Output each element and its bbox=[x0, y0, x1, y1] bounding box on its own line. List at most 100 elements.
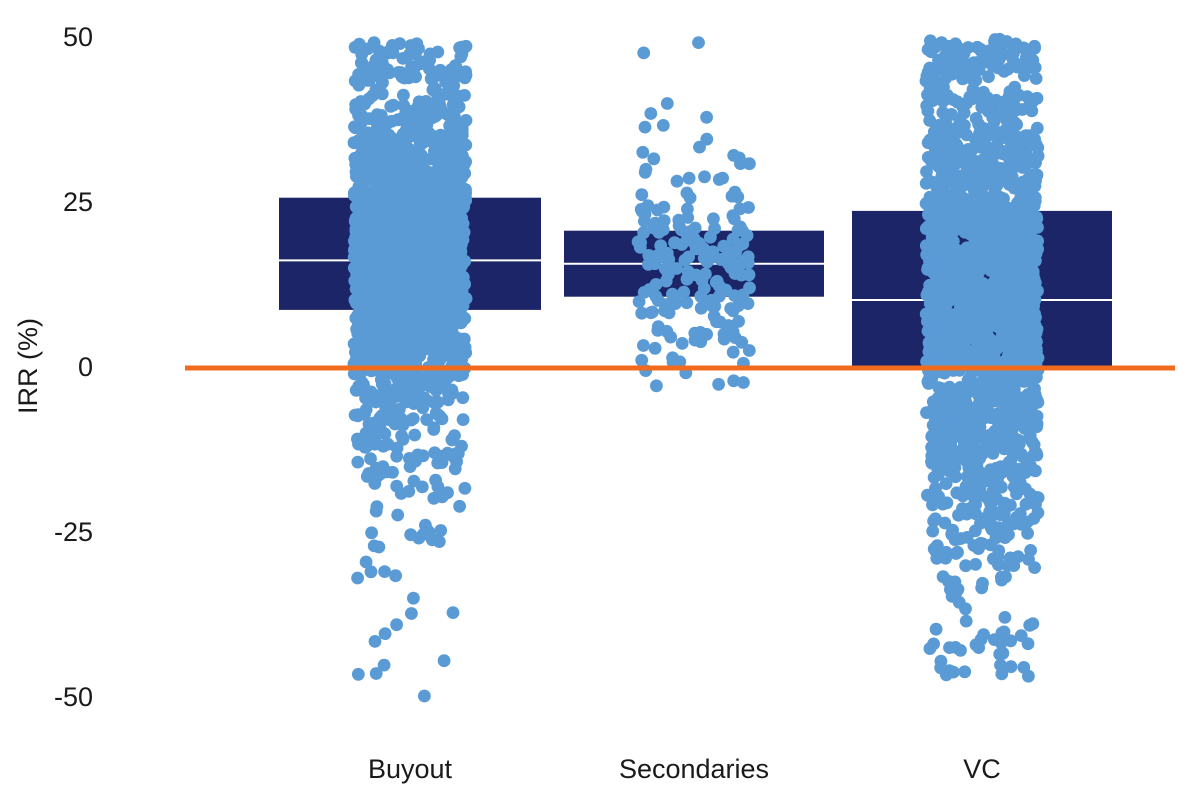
point-vc bbox=[969, 558, 982, 571]
point-buyout bbox=[366, 193, 380, 206]
point-secondaries bbox=[726, 232, 740, 246]
point-secondaries bbox=[660, 97, 674, 110]
point-buyout bbox=[384, 215, 397, 229]
point-vc bbox=[1001, 518, 1014, 532]
point-buyout bbox=[456, 413, 470, 426]
point-buyout bbox=[365, 526, 378, 540]
point-buyout bbox=[379, 304, 393, 318]
point-vc bbox=[923, 254, 936, 268]
point-vc bbox=[972, 243, 986, 257]
point-vc bbox=[935, 60, 949, 74]
point-buyout bbox=[416, 449, 430, 463]
point-vc bbox=[919, 177, 933, 190]
point-buyout bbox=[453, 273, 467, 286]
point-buyout bbox=[456, 228, 469, 242]
point-buyout bbox=[415, 480, 429, 494]
point-buyout bbox=[419, 230, 432, 244]
point-buyout bbox=[455, 439, 468, 453]
point-vc bbox=[941, 261, 954, 275]
point-vc bbox=[995, 570, 1008, 584]
point-vc bbox=[1002, 463, 1015, 476]
point-vc bbox=[1026, 398, 1040, 412]
point-secondaries bbox=[670, 174, 684, 188]
point-vc bbox=[974, 516, 987, 530]
point-vc bbox=[1004, 335, 1018, 349]
point-vc bbox=[943, 465, 957, 478]
point-vc bbox=[939, 545, 953, 559]
point-buyout bbox=[444, 261, 457, 275]
point-vc bbox=[926, 154, 940, 168]
point-vc bbox=[1008, 472, 1022, 486]
point-secondaries bbox=[636, 145, 650, 159]
point-buyout bbox=[446, 105, 460, 119]
point-buyout bbox=[459, 186, 472, 200]
point-buyout bbox=[347, 261, 361, 275]
point-vc bbox=[1004, 324, 1018, 338]
point-vc bbox=[922, 345, 936, 358]
point-vc bbox=[922, 377, 935, 390]
point-vc bbox=[961, 380, 975, 394]
point-vc bbox=[1027, 299, 1040, 313]
point-vc bbox=[923, 242, 937, 256]
point-buyout bbox=[444, 186, 458, 200]
point-secondaries bbox=[710, 274, 724, 288]
point-secondaries bbox=[654, 239, 668, 253]
point-vc bbox=[930, 552, 944, 565]
point-secondaries bbox=[680, 272, 694, 286]
point-buyout bbox=[431, 480, 445, 494]
point-vc bbox=[1004, 498, 1017, 512]
point-buyout bbox=[453, 294, 467, 308]
point-buyout bbox=[368, 291, 381, 304]
point-vc bbox=[979, 432, 992, 446]
point-vc bbox=[1027, 410, 1041, 424]
point-buyout bbox=[404, 413, 418, 427]
point-secondaries bbox=[680, 296, 694, 310]
points-layer bbox=[347, 32, 1045, 703]
point-vc bbox=[969, 507, 982, 521]
point-vc bbox=[930, 273, 944, 287]
point-vc bbox=[958, 665, 972, 679]
point-vc bbox=[978, 312, 992, 325]
point-buyout bbox=[404, 39, 418, 52]
point-secondaries bbox=[670, 262, 683, 275]
point-secondaries bbox=[722, 319, 735, 332]
point-buyout bbox=[440, 220, 454, 234]
point-buyout bbox=[359, 555, 373, 569]
point-vc bbox=[964, 370, 977, 384]
point-vc bbox=[934, 654, 948, 668]
point-buyout bbox=[395, 429, 408, 443]
point-buyout bbox=[420, 413, 434, 426]
point-buyout bbox=[364, 242, 378, 256]
point-secondaries bbox=[669, 297, 682, 310]
point-buyout bbox=[369, 504, 383, 518]
point-buyout bbox=[360, 305, 373, 319]
point-secondaries bbox=[632, 295, 646, 309]
point-vc bbox=[1017, 69, 1031, 82]
point-vc bbox=[966, 83, 980, 96]
point-vc bbox=[988, 438, 1002, 452]
point-vc bbox=[990, 372, 1004, 386]
point-buyout bbox=[378, 627, 392, 641]
point-buyout bbox=[394, 222, 408, 236]
point-buyout bbox=[364, 565, 378, 579]
point-secondaries bbox=[638, 120, 652, 134]
point-vc bbox=[926, 406, 940, 420]
point-buyout bbox=[389, 569, 402, 583]
point-buyout bbox=[351, 455, 365, 469]
point-vc bbox=[1014, 629, 1028, 642]
point-buyout bbox=[351, 667, 365, 681]
point-secondaries bbox=[647, 152, 661, 166]
point-buyout bbox=[388, 141, 402, 155]
point-secondaries bbox=[675, 223, 688, 237]
point-buyout bbox=[369, 667, 383, 680]
point-buyout bbox=[367, 215, 381, 229]
point-secondaries bbox=[680, 186, 694, 200]
point-buyout bbox=[421, 394, 435, 408]
point-buyout bbox=[427, 353, 440, 366]
point-secondaries bbox=[733, 202, 747, 216]
point-vc bbox=[998, 611, 1012, 624]
point-vc bbox=[960, 531, 974, 544]
point-secondaries bbox=[700, 110, 713, 124]
point-vc bbox=[966, 92, 979, 106]
point-buyout bbox=[454, 316, 468, 330]
